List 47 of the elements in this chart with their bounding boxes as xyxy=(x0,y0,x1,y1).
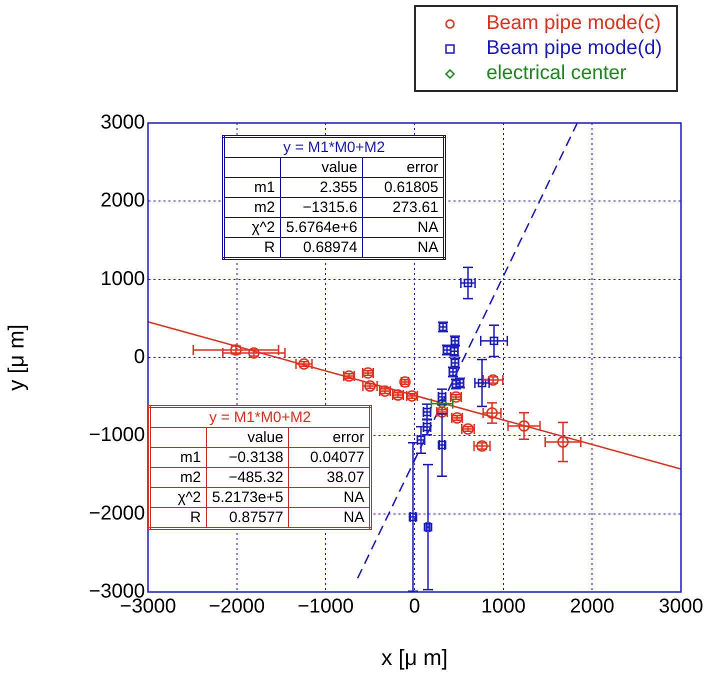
annotation: NA xyxy=(362,218,445,238)
x-tick-label: 2000 xyxy=(570,596,614,618)
annotation: y = M1*M0+M2 xyxy=(150,406,371,428)
y-tick-label: 1000 xyxy=(100,268,145,290)
annotation: 0.04077 xyxy=(288,448,371,468)
annotation: error xyxy=(288,428,371,448)
legend-label: Beam pipe mode(c) xyxy=(486,12,661,34)
annotation: 0.68974 xyxy=(280,238,363,258)
annotation: −485.32 xyxy=(206,468,289,488)
annotation: 2.355 xyxy=(280,178,363,198)
x-tick-label: 3000 xyxy=(658,596,704,618)
annotation: R xyxy=(224,238,280,258)
annotation: 273.61 xyxy=(362,198,445,218)
x-tick-label: −2000 xyxy=(208,596,265,618)
annotation: m1 xyxy=(150,448,206,468)
y-tick-label: −1000 xyxy=(88,424,145,446)
annotation: NA xyxy=(288,488,371,508)
legend-label: electrical center xyxy=(486,62,626,84)
x-tick-label: −1000 xyxy=(298,596,354,618)
annotation: −1315.6 xyxy=(280,198,363,218)
x-tick-label: 1000 xyxy=(481,596,526,618)
annotation: m2 xyxy=(150,468,206,488)
annotation: NA xyxy=(362,238,445,258)
annotation: m2 xyxy=(224,198,280,218)
annotation: R xyxy=(150,508,206,528)
y-tick-label: 3000 xyxy=(100,112,145,134)
annotation: value xyxy=(206,428,289,448)
y-tick-label: 2000 xyxy=(100,190,145,212)
annotation: value xyxy=(280,158,363,178)
annotation: error xyxy=(362,158,445,178)
legend-label: Beam pipe mode(d) xyxy=(486,37,662,59)
annotation: −0.3138 xyxy=(206,448,289,468)
annotation: y = M1*M0+M2 xyxy=(224,136,445,158)
annotation: NA xyxy=(288,508,371,528)
annotation: 0.87577 xyxy=(206,508,289,528)
annotation: 0.61805 xyxy=(362,178,445,198)
annotation: χ^2 xyxy=(224,218,280,238)
annotation: χ^2 xyxy=(150,488,206,508)
x-tick-label: 0 xyxy=(408,596,420,618)
x-axis-title: x [μ m] xyxy=(381,644,448,670)
annotation: 5.6764e+6 xyxy=(280,218,363,238)
annotation: 38.07 xyxy=(288,468,371,488)
y-tick-label: −2000 xyxy=(88,502,145,524)
y-tick-label: 0 xyxy=(134,346,145,368)
annotation: 5.2173e+5 xyxy=(206,488,289,508)
y-axis-title: y [μ m] xyxy=(3,324,28,391)
annotation: m1 xyxy=(224,178,280,198)
